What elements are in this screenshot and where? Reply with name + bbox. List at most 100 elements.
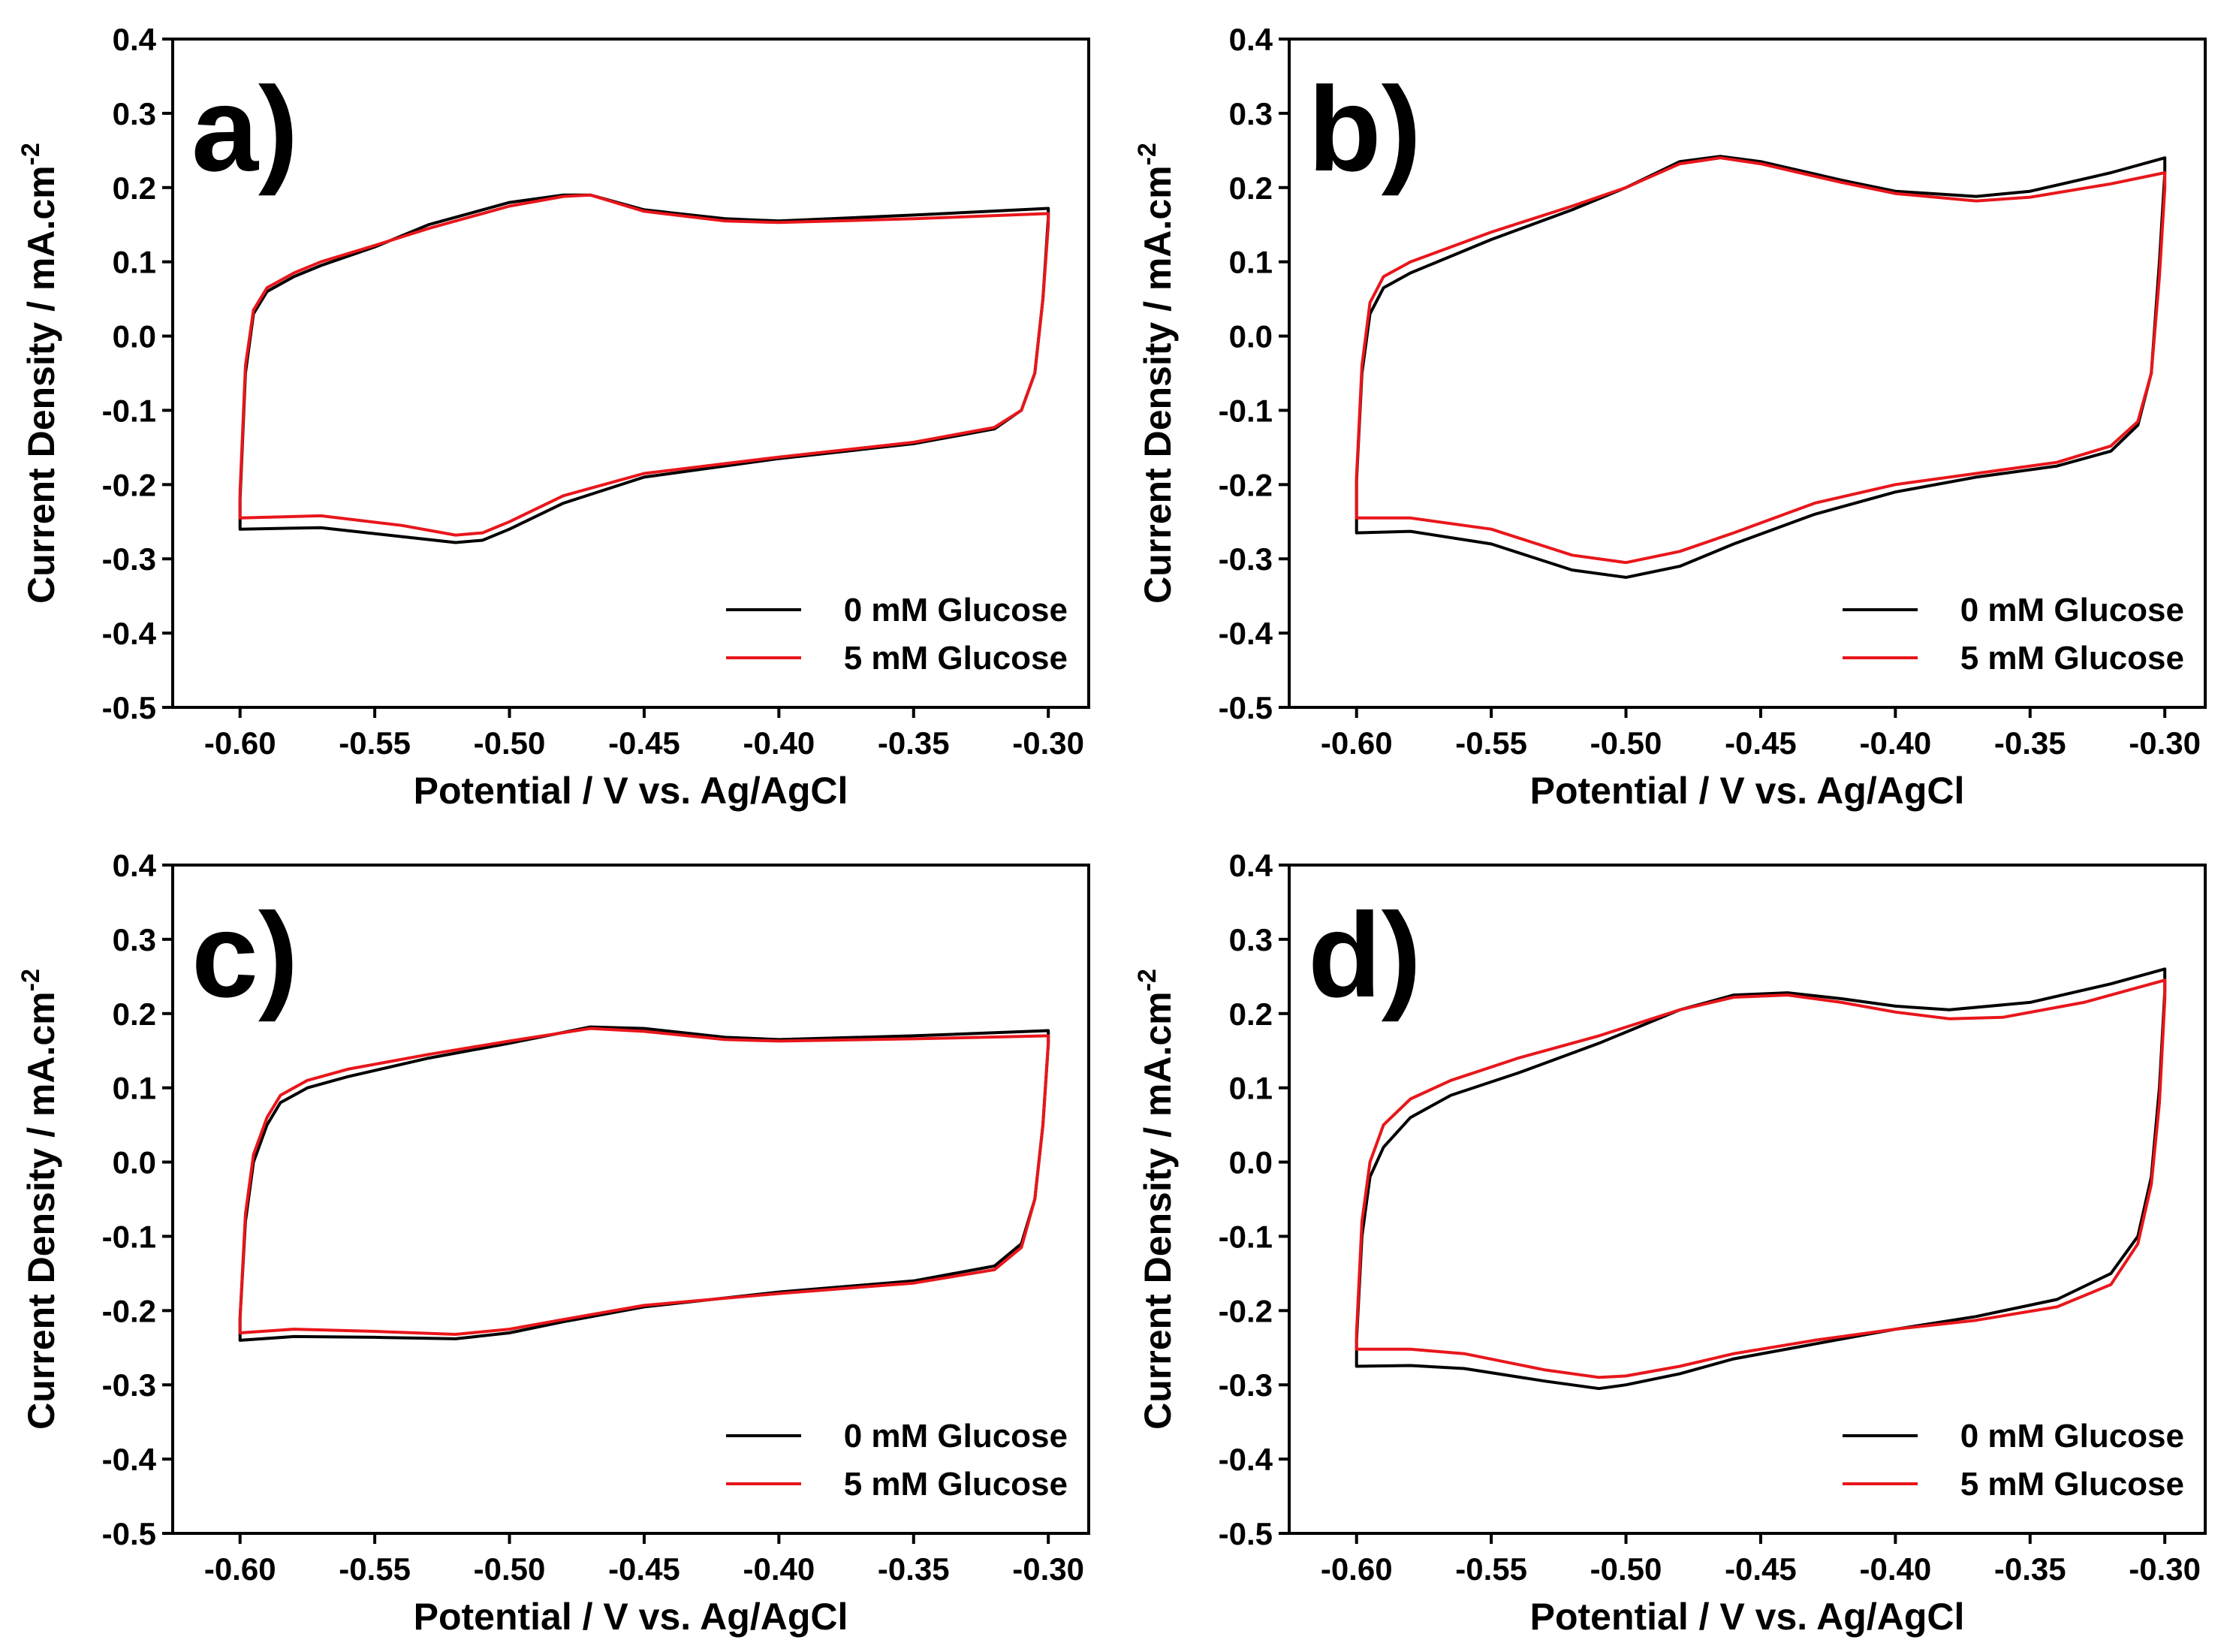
x-tick-label: -0.45 <box>1725 1551 1797 1587</box>
legend-label: 0 mM Glucose <box>844 592 1068 629</box>
x-tick-label: -0.30 <box>1012 1551 1084 1587</box>
y-tick-label: 0.0 <box>113 1145 156 1180</box>
x-axis-title: Potential / V vs. Ag/AgCl <box>414 1596 848 1638</box>
x-axis-title: Potential / V vs. Ag/AgCl <box>414 770 848 812</box>
y-tick-label: -0.4 <box>1219 1442 1273 1477</box>
legend-label: 5 mM Glucose <box>1960 640 2184 677</box>
y-tick-label: -0.4 <box>1219 616 1273 651</box>
legend-label: 0 mM Glucose <box>1960 592 2184 629</box>
y-tick-label: -0.3 <box>1219 1367 1273 1403</box>
series-line-5mm <box>1355 978 2167 1379</box>
x-tick-label: -0.60 <box>204 1551 276 1587</box>
legend-label: 0 mM Glucose <box>1960 1418 2184 1455</box>
y-tick-label: 0.3 <box>1229 922 1273 957</box>
x-tick-label: -0.40 <box>1859 1551 1931 1587</box>
y-tick-label: 0.3 <box>113 96 156 131</box>
x-tick-label: -0.60 <box>1321 1551 1393 1587</box>
x-axis-title: Potential / V vs. Ag/AgCl <box>1530 1596 1965 1638</box>
y-axis-title-main: Current Density / mA.cm <box>1137 165 1179 603</box>
chart-svg: -0.60 -0.55 -0.50 -0.45 -0.40 -0.35 -0.30 -0.5 -… <box>17 22 1090 812</box>
panel-a: -0.60 -0.55 -0.50 -0.45 -0.40 -0.35 -0.30 -0.5 -… <box>0 0 1116 826</box>
x-tick-label: -0.30 <box>1012 725 1084 761</box>
x-tick-label: -0.35 <box>878 1551 950 1587</box>
y-axis-title: Current Density / mA.cm-2 <box>17 969 62 1430</box>
x-tick-label: -0.35 <box>1994 1551 2066 1587</box>
x-tick-label: -0.30 <box>2129 1551 2201 1587</box>
y-tick-label: 0.1 <box>1229 1071 1273 1106</box>
series-line-0mm <box>1355 155 2167 579</box>
y-tick-label: -0.1 <box>1219 393 1273 428</box>
y-tick-label: -0.4 <box>102 616 157 651</box>
y-tick-label: -0.5 <box>102 1516 156 1551</box>
series-line-0mm <box>1355 967 2167 1391</box>
x-tick-label: -0.60 <box>1321 725 1393 761</box>
legend-label: 5 mM Glucose <box>844 1466 1068 1503</box>
y-tick-label: 0.1 <box>113 1071 156 1106</box>
y-tick-label: -0.2 <box>102 1293 156 1328</box>
y-axis-title-main: Current Density / mA.cm <box>20 991 62 1429</box>
y-tick-label: -0.3 <box>1219 541 1273 577</box>
y-axis-title-main: Current Density / mA.cm <box>20 165 62 603</box>
y-tick-label: 0.4 <box>113 848 157 883</box>
y-tick-label: -0.3 <box>102 541 156 577</box>
chart-svg: -0.60 -0.55 -0.50 -0.45 -0.40 -0.35 -0.30 -0.5 -… <box>1133 848 2207 1638</box>
y-tick-label: -0.1 <box>102 393 156 428</box>
y-tick-label: -0.5 <box>1219 690 1273 725</box>
x-tick-label: -0.60 <box>204 725 276 761</box>
y-tick-label: 0.2 <box>113 996 156 1032</box>
legend-label: 5 mM Glucose <box>844 640 1068 677</box>
x-tick-label: -0.35 <box>878 725 950 761</box>
chart-svg: -0.60 -0.55 -0.50 -0.45 -0.40 -0.35 -0.30 -0.5 -… <box>1133 22 2207 812</box>
panel-letter: d) <box>1308 888 1421 1022</box>
y-tick-label: 0.0 <box>113 319 156 354</box>
panel-c: -0.60 -0.55 -0.50 -0.45 -0.40 -0.35 -0.30 -0.5 -… <box>0 826 1116 1652</box>
y-axis-title-superscript: -2 <box>1133 143 1162 165</box>
x-tick-label: -0.30 <box>2129 725 2201 761</box>
y-tick-label: -0.4 <box>102 1442 157 1477</box>
x-tick-label: -0.50 <box>1590 725 1662 761</box>
x-tick-label: -0.50 <box>474 1551 546 1587</box>
x-tick-label: -0.50 <box>474 725 546 761</box>
plot-frame <box>171 864 1090 1535</box>
x-tick-label: -0.40 <box>1859 725 1931 761</box>
panel-letter: c) <box>191 888 298 1022</box>
plot-frame <box>1288 38 2207 709</box>
series-line-0mm <box>238 193 1050 544</box>
x-axis-title: Potential / V vs. Ag/AgCl <box>1530 770 1965 812</box>
y-tick-label: 0.2 <box>113 170 156 206</box>
x-tick-label: -0.55 <box>339 1551 411 1587</box>
x-tick-label: -0.50 <box>1590 1551 1662 1587</box>
y-tick-label: -0.1 <box>1219 1219 1273 1254</box>
x-tick-label: -0.40 <box>743 725 815 761</box>
x-tick-label: -0.45 <box>1725 725 1797 761</box>
x-tick-label: -0.45 <box>608 725 680 761</box>
x-tick-label: -0.55 <box>339 725 411 761</box>
x-tick-label: -0.40 <box>743 1551 815 1587</box>
panel-letter: a) <box>191 62 298 196</box>
y-tick-label: 0.3 <box>1229 96 1273 131</box>
plot-frame <box>171 38 1090 709</box>
series-line-5mm <box>238 1026 1050 1336</box>
y-tick-label: 0.0 <box>1229 319 1273 354</box>
y-axis-title: Current Density / mA.cm-2 <box>1133 143 1179 604</box>
panel-d: -0.60 -0.55 -0.50 -0.45 -0.40 -0.35 -0.30 -0.5 -… <box>1116 826 2233 1652</box>
panel-letter: b) <box>1308 62 1421 196</box>
y-axis-title: Current Density / mA.cm-2 <box>17 143 62 604</box>
chart-svg: -0.60 -0.55 -0.50 -0.45 -0.40 -0.35 -0.30 -0.5 -… <box>17 848 1090 1638</box>
y-tick-label: 0.3 <box>113 922 156 957</box>
y-tick-label: 0.0 <box>1229 1145 1273 1180</box>
y-tick-label: 0.1 <box>1229 245 1273 280</box>
x-tick-label: -0.45 <box>608 1551 680 1587</box>
x-tick-label: -0.55 <box>1455 1551 1527 1587</box>
y-tick-label: -0.3 <box>102 1367 156 1403</box>
y-tick-label: -0.5 <box>102 690 156 725</box>
y-tick-label: 0.1 <box>113 245 156 280</box>
y-tick-label: 0.2 <box>1229 996 1273 1032</box>
legend-label: 0 mM Glucose <box>844 1418 1068 1455</box>
series-line-0mm <box>238 1025 1050 1342</box>
y-axis-title-superscript: -2 <box>17 143 45 165</box>
y-tick-label: -0.1 <box>102 1219 156 1254</box>
y-tick-label: -0.2 <box>1219 1293 1273 1328</box>
panel-b: -0.60 -0.55 -0.50 -0.45 -0.40 -0.35 -0.30 -0.5 -… <box>1116 0 2233 826</box>
